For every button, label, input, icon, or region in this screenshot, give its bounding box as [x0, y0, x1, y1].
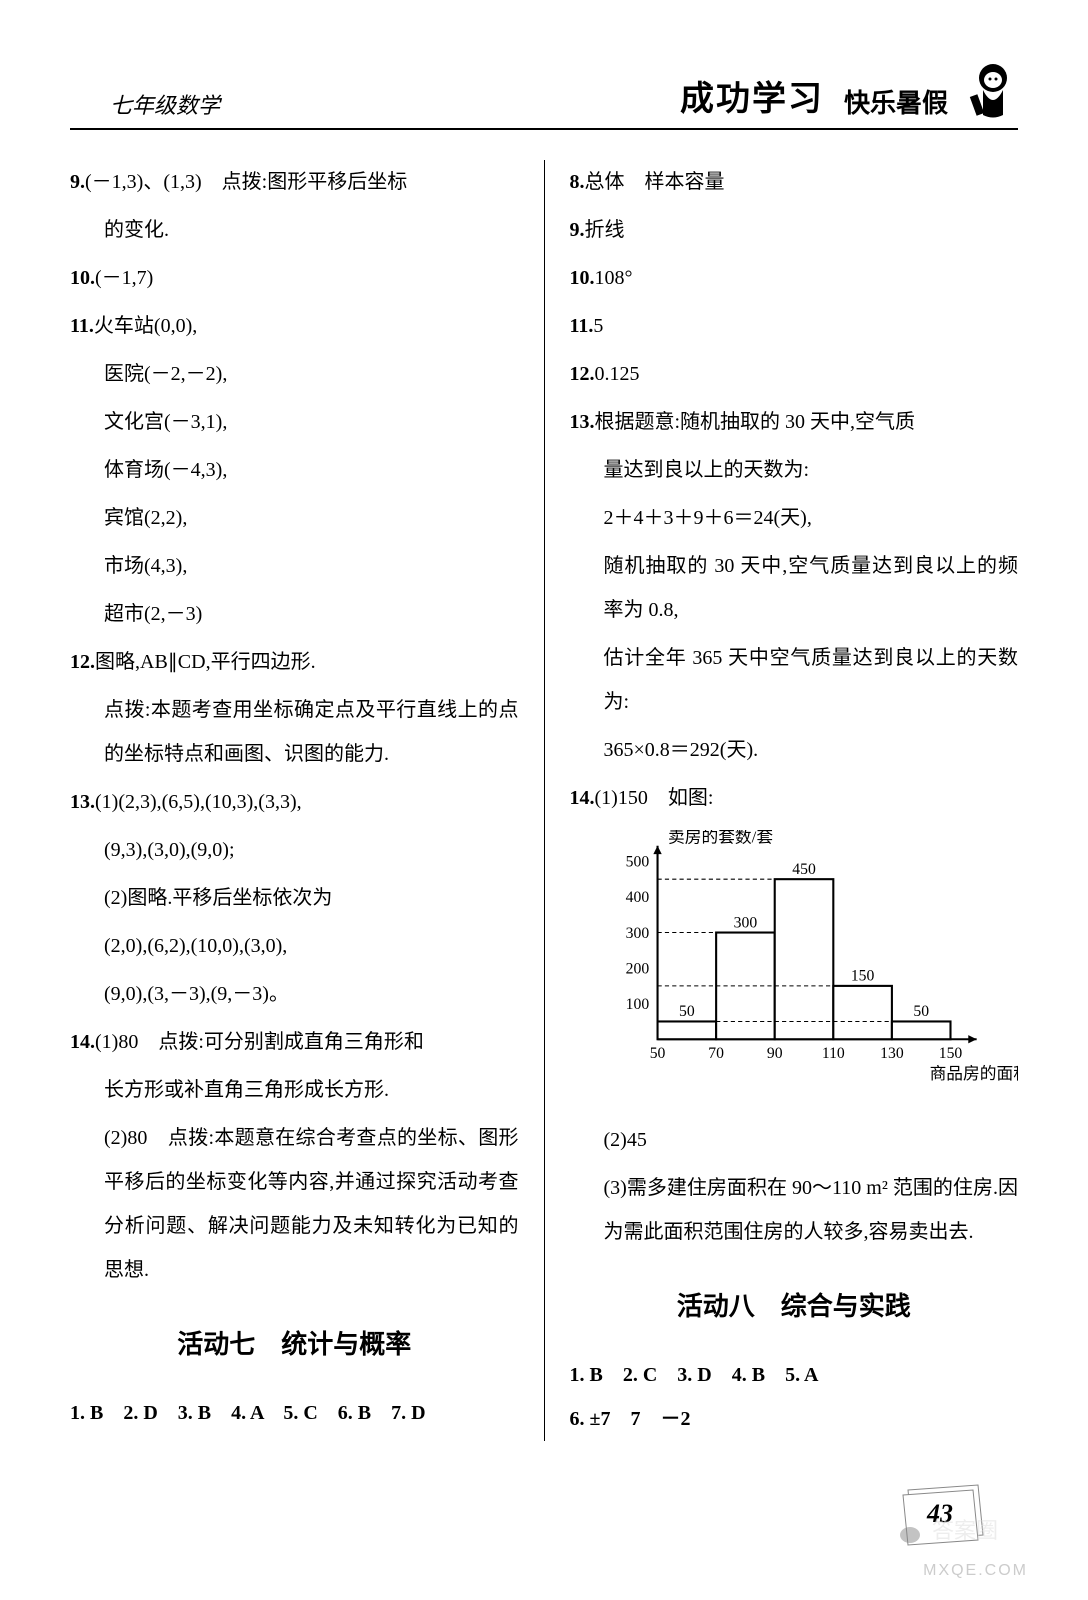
watermark-logo: 答案圈 [932, 1513, 998, 1545]
svg-text:卖房的套数/套: 卖房的套数/套 [668, 830, 773, 847]
answer-item: 13.(1)(2,3),(6,5),(10,3),(3,3), [70, 780, 519, 824]
answer-continuation: 量达到良以上的天数为: [570, 448, 1019, 492]
section-title-8: 活动八 综合与实践 [570, 1278, 1019, 1335]
answer-continuation: 估计全年 365 天中空气质量达到良以上的天数为: [570, 636, 1019, 724]
answer-continuation: (9,0),(3,－3),(9,－3)。 [70, 972, 519, 1016]
answer-continuation: (2)图略.平移后坐标依次为 [70, 876, 519, 920]
svg-text:70: 70 [708, 1045, 724, 1062]
svg-text:450: 450 [792, 861, 816, 878]
answer-item: 12.0.125 [570, 352, 1019, 396]
answer-item: 12.图略,AB∥CD,平行四边形. [70, 640, 519, 684]
answer-item: 13.根据题意:随机抽取的 30 天中,空气质 [570, 400, 1019, 444]
answer-item: 9.折线 [570, 208, 1019, 252]
header-subject: 七年级数学 [70, 88, 220, 120]
answer-continuation: 体育场(－4,3), [70, 448, 519, 492]
answer-continuation: 365×0.8＝292(天). [570, 728, 1019, 772]
answer-continuation: 的变化. [70, 208, 519, 252]
answer-continuation: 点拨:本题考查用坐标确定点及平行直线上的点的坐标特点和画图、识图的能力. [70, 688, 519, 776]
svg-text:50: 50 [913, 1003, 929, 1020]
svg-text:200: 200 [625, 960, 649, 977]
answer-continuation: 2＋4＋3＋9＋6＝24(天), [570, 496, 1019, 540]
answer-item: 11.火车站(0,0), [70, 304, 519, 348]
svg-text:300: 300 [733, 914, 757, 931]
mcq-row-left: 1. B 2. D 3. B 4. A 5. C 6. B 7. D [70, 1391, 519, 1435]
svg-text:90: 90 [766, 1045, 782, 1062]
watermark-url: MXQE.COM [923, 1562, 1028, 1580]
answer-continuation: 医院(－2,－2), [70, 352, 519, 396]
mcq-row-right-2: 6. ±7 7 －2 [570, 1397, 1019, 1441]
answer-continuation: (2,0),(6,2),(10,0),(3,0), [70, 924, 519, 968]
answer-item: (2)45 [570, 1118, 1019, 1162]
answer-item: 14.(1)150 如图: [570, 776, 1019, 820]
header-subtitle: 快乐暑假 [844, 83, 948, 120]
header-title-group: 成功学习 快乐暑假 [680, 60, 1018, 120]
header-main-title: 成功学习 [680, 71, 824, 120]
mascot-icon [968, 60, 1018, 120]
answer-continuation: (2)80 点拨:本题意在综合考查点的坐标、图形平移后的坐标变化等内容,并通过探… [70, 1116, 519, 1292]
answer-continuation: 超市(2,－3) [70, 592, 519, 636]
answer-continuation: 市场(4,3), [70, 544, 519, 588]
mcq-row-right-1: 1. B 2. C 3. D 4. B 5. A [570, 1353, 1019, 1397]
answer-continuation: 长方形或补直角三角形成长方形. [70, 1068, 519, 1112]
answer-continuation: (9,3),(3,0),(9,0); [70, 828, 519, 872]
answer-item: (3)需多建住房面积在 90～110 m² 范围的住房.因为需此面积范围住房的人… [570, 1166, 1019, 1254]
answer-item: 8.总体 样本容量 [570, 160, 1019, 204]
page-header: 七年级数学 成功学习 快乐暑假 [70, 60, 1018, 130]
answer-continuation: 宾馆(2,2), [70, 496, 519, 540]
answer-continuation: 随机抽取的 30 天中,空气质量达到良以上的频率为 0.8, [570, 544, 1019, 632]
answer-item: 9.(－1,3)、(1,3) 点拨:图形平移后坐标 [70, 160, 519, 204]
svg-text:500: 500 [625, 854, 649, 871]
svg-text:150: 150 [850, 968, 874, 985]
answer-continuation: 文化宫(－3,1), [70, 400, 519, 444]
answer-item: 11.5 [570, 304, 1019, 348]
svg-text:100: 100 [625, 996, 649, 1013]
svg-text:110: 110 [821, 1045, 844, 1062]
answer-item: 10.(－1,7) [70, 256, 519, 300]
svg-text:50: 50 [678, 1003, 694, 1020]
content-columns: 9.(－1,3)、(1,3) 点拨:图形平移后坐标的变化.10.(－1,7)11… [70, 160, 1018, 1441]
svg-text:300: 300 [625, 925, 649, 942]
svg-text:商品房的面积/m²: 商品房的面积/m² [929, 1064, 1018, 1083]
left-column: 9.(－1,3)、(1,3) 点拨:图形平移后坐标的变化.10.(－1,7)11… [70, 160, 545, 1441]
right-column: 8.总体 样本容量9.折线10.108°11.512.0.12513.根据题意:… [545, 160, 1019, 1441]
svg-text:150: 150 [938, 1045, 962, 1062]
svg-text:130: 130 [880, 1045, 904, 1062]
svg-text:400: 400 [625, 889, 649, 906]
answer-item: 10.108° [570, 256, 1019, 300]
section-title-7: 活动七 统计与概率 [70, 1316, 519, 1373]
histogram-chart: 100 200 300 400 500 50 70 90 110 130 150 50 300 450 15… [570, 830, 1019, 1108]
answer-item: 14.(1)80 点拨:可分别割成直角三角形和 [70, 1020, 519, 1064]
svg-text:50: 50 [649, 1045, 665, 1062]
